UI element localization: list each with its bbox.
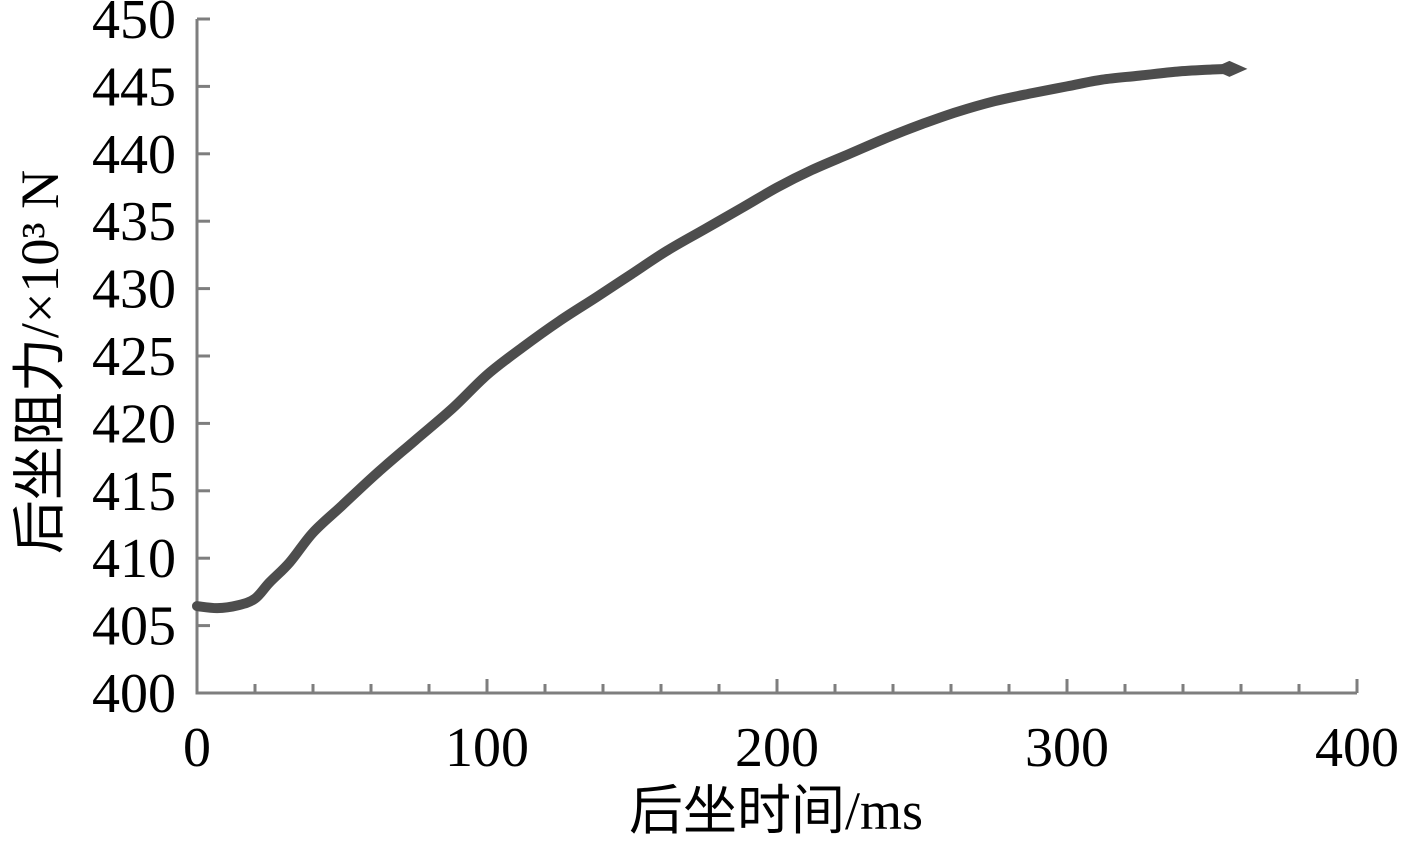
y-tick-label: 435: [92, 191, 176, 253]
ticks-group: [197, 17, 1359, 693]
y-tick-label: 445: [92, 56, 176, 118]
y-tick-label: 430: [92, 259, 176, 321]
y-tick-label: 425: [92, 326, 176, 388]
x-tick-label: 100: [445, 717, 529, 779]
x-tick-label: 200: [735, 717, 819, 779]
y-axis-title: 后坐阻力/×10³ N: [10, 170, 70, 554]
x-tick-label: 300: [1025, 717, 1109, 779]
y-tick-label: 405: [92, 596, 176, 658]
y-tick-label: 440: [92, 124, 176, 186]
y-tick-label: 400: [92, 663, 176, 725]
x-tick-label: 400: [1315, 717, 1399, 779]
x-tick-label: 0: [183, 717, 211, 779]
x-axis-title: 后坐时间/ms: [629, 781, 923, 841]
curve-end-marker: [1211, 60, 1248, 77]
y-tick-label: 410: [92, 528, 176, 590]
axes-group: [195, 19, 1357, 695]
y-tick-label: 450: [92, 0, 176, 51]
series-group: [192, 60, 1248, 614]
y-tick-label: 415: [92, 461, 176, 523]
y-tick-label: 420: [92, 393, 176, 455]
recoil-curve: [192, 63, 1235, 614]
